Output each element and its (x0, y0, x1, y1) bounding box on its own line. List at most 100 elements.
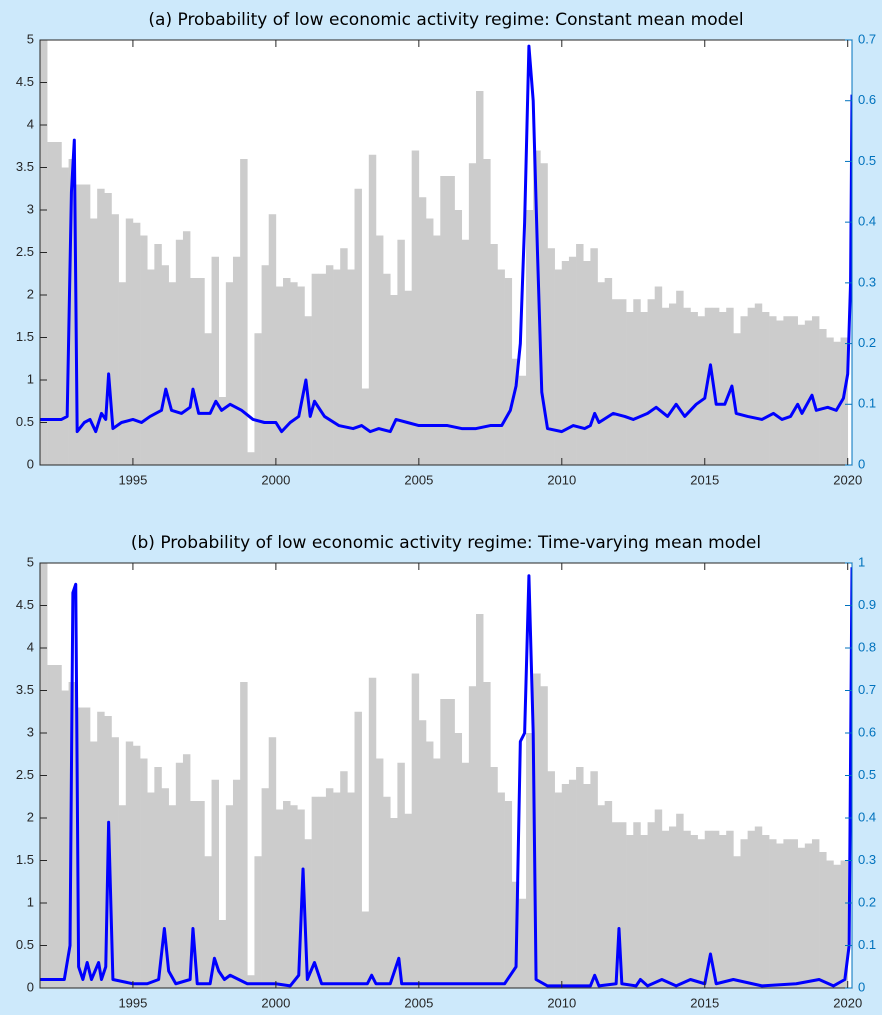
bar (790, 316, 798, 465)
chart-title: (b) Probability of low economic activity… (131, 533, 761, 553)
y-tick-label: 1 (27, 894, 34, 909)
bar (754, 303, 763, 465)
bar (754, 826, 763, 988)
bar (140, 758, 148, 988)
bar (232, 779, 241, 988)
bar (325, 788, 334, 988)
bar (769, 316, 777, 465)
bar (797, 847, 806, 988)
bar (690, 312, 698, 465)
bar (683, 830, 691, 988)
bar (604, 278, 613, 465)
bar (375, 758, 384, 988)
bar (361, 911, 370, 988)
bar (90, 218, 98, 465)
bar (461, 239, 470, 465)
bar (540, 163, 548, 465)
bar (447, 699, 455, 988)
y2-tick-label: 0.7 (858, 31, 876, 46)
bar (97, 711, 105, 988)
bar (704, 307, 713, 465)
bar (425, 218, 434, 465)
bar (168, 805, 177, 988)
bar (440, 699, 448, 988)
bar (75, 184, 84, 465)
y-tick-label: 2 (27, 809, 34, 824)
bar (411, 150, 420, 465)
bar (225, 282, 234, 465)
bar (211, 779, 219, 988)
bar (354, 711, 362, 988)
bar (247, 975, 255, 988)
bar (154, 244, 162, 465)
bar (476, 614, 484, 988)
x-tick-label: 2000 (261, 995, 290, 1010)
bar (733, 333, 741, 465)
y-tick-label: 0 (27, 456, 34, 471)
bar (275, 809, 284, 988)
bar (240, 682, 248, 988)
y2-tick-label: 0.8 (858, 639, 876, 654)
bar (468, 686, 477, 988)
bar (118, 805, 127, 988)
y2-tick-label: 0.5 (858, 153, 876, 168)
bar (769, 839, 777, 988)
x-tick-label: 1995 (118, 472, 147, 487)
bar (604, 801, 613, 988)
bar (68, 159, 77, 465)
bar (504, 801, 513, 988)
bar (311, 796, 320, 988)
y-tick-label: 4 (27, 639, 34, 654)
bar (132, 745, 141, 988)
y2-tick-label: 0.2 (858, 894, 876, 909)
bar (676, 290, 684, 465)
bar (476, 91, 484, 465)
bar (618, 822, 627, 988)
bar (311, 273, 320, 465)
bar (90, 741, 98, 988)
bar (533, 673, 541, 988)
bar (804, 843, 813, 988)
bar (433, 758, 441, 988)
bar (383, 796, 391, 988)
bar (611, 299, 620, 465)
bar (75, 707, 84, 988)
bar (747, 307, 756, 465)
bar (497, 269, 505, 465)
bar (526, 733, 534, 988)
bar (704, 830, 713, 988)
bar (776, 320, 784, 465)
bar (547, 771, 555, 988)
bar (740, 839, 748, 988)
bar (826, 860, 834, 988)
bar (826, 337, 834, 465)
bar (204, 333, 212, 465)
bar (397, 762, 405, 988)
y-tick-label: 5 (27, 554, 34, 569)
bar (125, 218, 134, 465)
bar (633, 822, 641, 988)
bar (190, 801, 198, 988)
bar (254, 856, 262, 988)
bar (726, 830, 734, 988)
chart-title: (a) Probability of low economic activity… (148, 10, 743, 30)
bar (440, 176, 448, 465)
bar (597, 805, 605, 988)
bar (504, 278, 513, 465)
bar (654, 286, 663, 465)
bar (175, 239, 184, 465)
bar (82, 707, 91, 988)
bar (783, 839, 791, 988)
bar (283, 278, 291, 465)
bar (676, 813, 684, 988)
y2-tick-label: 0.5 (858, 767, 876, 782)
bar (275, 286, 284, 465)
y2-tick-label: 0.9 (858, 597, 876, 612)
y-tick-label: 2 (27, 286, 34, 301)
y-tick-label: 4.5 (16, 74, 34, 89)
y-tick-label: 2.5 (16, 244, 34, 259)
bar (590, 771, 598, 988)
bar (61, 167, 69, 465)
bar (590, 248, 598, 465)
